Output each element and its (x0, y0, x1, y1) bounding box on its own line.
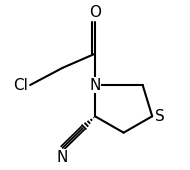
Text: N: N (57, 150, 68, 165)
Text: S: S (155, 109, 165, 124)
Text: Cl: Cl (13, 78, 28, 92)
Text: O: O (89, 5, 101, 20)
Text: N: N (89, 78, 101, 92)
